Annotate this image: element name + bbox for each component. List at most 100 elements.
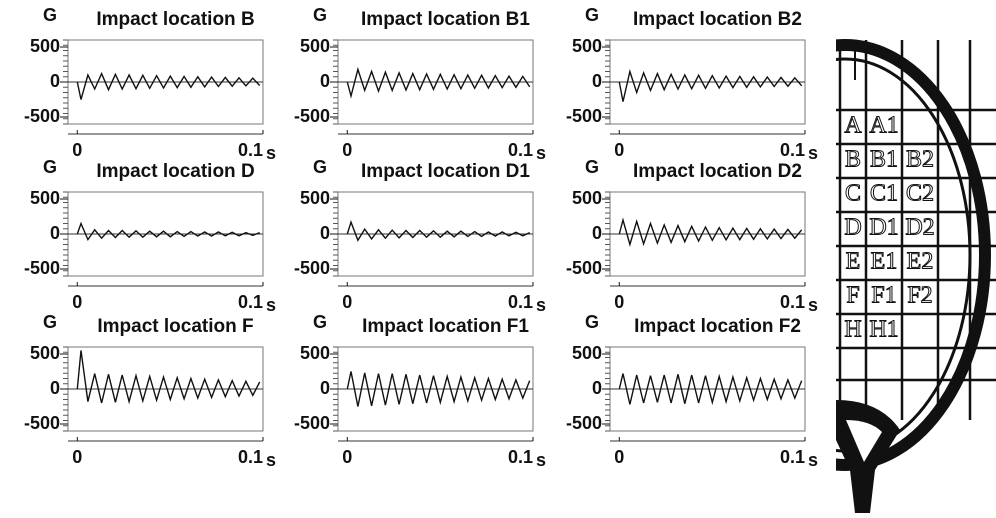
y-axis-label: G [585,312,599,332]
racket-frame [836,39,991,471]
panel-title: Impact location D [96,161,254,182]
waveform [76,71,261,100]
y-tick-label: 500 [300,188,330,208]
y-tick-label: 0 [50,71,60,91]
panel: Impact location F G 500 0 -500 0 0.1 s [24,312,276,470]
y-tick-label: 0 [320,378,330,398]
cell-label: D [844,215,861,241]
cell-label: H1 [869,317,898,343]
cell-label: F1 [871,283,896,309]
x-tick-label: 0 [614,140,624,160]
panel-title: Impact location D2 [633,161,802,182]
y-tick-label: -500 [566,258,602,278]
y-tick-label: 0 [592,223,602,243]
cell-label: C1 [870,181,898,207]
cell-label: E1 [871,249,898,275]
panel-title: Impact location B2 [633,9,802,30]
cell-label: C2 [906,181,934,207]
y-axis-label: G [43,312,57,332]
cell-label: H [844,317,861,343]
y-tick-label: 500 [300,343,330,363]
panel: Impact location D1 G 500 0 -500 0 0.1 s [294,157,546,315]
y-tick-label: 500 [30,188,60,208]
racket-strings [836,40,996,420]
x-tick-label: 0.1 [508,140,533,160]
racket-labels: A A1 B B1 B2 C C1 C2 D D1 D2 E E1 E2 F F1 F2 H H1 [844,112,935,343]
cell-label: B2 [906,147,934,173]
y-tick-label: 0 [50,223,60,243]
y-tick-label: 500 [572,36,602,56]
y-axis-label: G [313,312,327,332]
y-tick-label: 0 [50,378,60,398]
x-axis-label: s [266,450,276,470]
x-tick-label: 0.1 [780,140,805,160]
x-axis-label: s [808,143,818,163]
panel: Impact location F1 G 500 0 -500 0 0.1 s [294,312,546,470]
x-axis-label: s [536,450,546,470]
waveform [76,350,261,405]
panel-title: Impact location D1 [361,161,530,182]
panel-title: Impact location F2 [634,316,801,337]
y-tick-label: -500 [294,106,330,126]
panel-title: Impact location B [96,9,254,30]
waveform [346,371,531,407]
x-axis-label: s [536,143,546,163]
x-tick-label: 0.1 [238,447,263,467]
y-axis-label: G [313,157,327,177]
y-axis-label: G [313,5,327,25]
waveform [346,66,531,99]
y-tick-label: -500 [566,106,602,126]
x-tick-label: 0 [72,447,82,467]
y-tick-label: 0 [320,71,330,91]
panel-title: Impact location F1 [362,316,529,337]
x-tick-label: 0.1 [238,292,263,312]
y-tick-label: -500 [294,258,330,278]
panel: Impact location D2 G 500 0 -500 0 0.1 s [566,157,818,315]
waveform [76,221,260,242]
y-tick-label: 500 [30,343,60,363]
racket-throat-gap [846,420,882,462]
cell-label: A1 [869,113,898,139]
cell-label: D1 [869,215,898,241]
panel: Impact location B G 500 0 -500 0 0.1 s [24,5,276,163]
x-tick-label: 0 [72,292,82,312]
cell-label: F2 [907,283,932,309]
x-tick-label: 0 [614,447,624,467]
panel: Impact location B1 G 500 0 -500 0 0.1 s [294,5,546,163]
panel-title: Impact location F [97,316,253,337]
y-tick-label: 500 [300,36,330,56]
x-tick-label: 0 [342,447,352,467]
y-axis-label: G [585,5,599,25]
cell-label: C [845,181,861,207]
y-tick-label: 0 [592,71,602,91]
y-tick-label: 0 [320,223,330,243]
y-tick-label: -500 [566,413,602,433]
cell-label: B [845,147,861,173]
x-axis-label: s [266,143,276,163]
x-tick-label: 0 [614,292,624,312]
cell-label: B1 [870,147,898,173]
y-tick-label: -500 [24,258,60,278]
waveform [618,68,803,102]
x-tick-label: 0.1 [508,447,533,467]
panel: Impact location F2 G 500 0 -500 0 0.1 s [566,312,818,470]
x-tick-label: 0.1 [780,447,805,467]
y-tick-label: -500 [24,106,60,126]
x-tick-label: 0.1 [238,140,263,160]
x-tick-label: 0 [342,292,352,312]
y-axis-label: G [43,157,57,177]
cell-label: F [846,283,859,309]
x-tick-label: 0.1 [780,292,805,312]
y-axis-label: G [585,157,599,177]
waveform [346,219,530,242]
y-tick-label: 0 [592,378,602,398]
y-tick-label: 500 [30,36,60,56]
y-tick-label: -500 [24,413,60,433]
cell-label: E [846,249,861,275]
waveform [618,373,803,406]
x-axis-label: s [266,295,276,315]
cell-label: E2 [907,249,934,275]
y-tick-label: 500 [572,188,602,208]
cell-label: A [844,113,862,139]
